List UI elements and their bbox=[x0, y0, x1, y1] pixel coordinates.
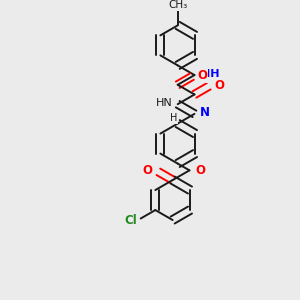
Text: O: O bbox=[214, 79, 224, 92]
Text: O: O bbox=[143, 164, 153, 177]
Text: HN: HN bbox=[155, 98, 172, 108]
Text: O: O bbox=[197, 69, 208, 82]
Text: NH: NH bbox=[201, 68, 220, 79]
Text: Cl: Cl bbox=[125, 214, 138, 226]
Text: O: O bbox=[195, 164, 205, 177]
Text: N: N bbox=[200, 106, 210, 119]
Text: CH₃: CH₃ bbox=[168, 0, 187, 11]
Text: H: H bbox=[170, 113, 178, 123]
